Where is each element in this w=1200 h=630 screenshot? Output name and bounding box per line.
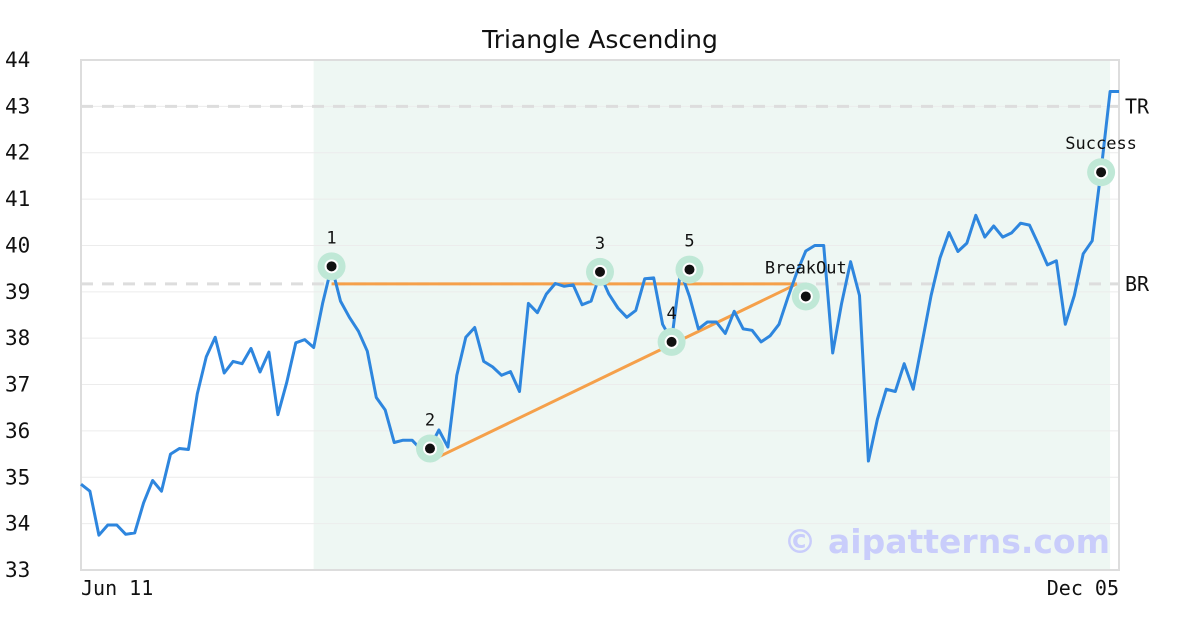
x-tick-label: Dec 05 — [1047, 576, 1119, 600]
y-tick-label: 33 — [5, 558, 30, 582]
y-tick-label: 39 — [5, 280, 30, 304]
y-tick-label: 40 — [5, 233, 30, 257]
pattern-markers: 1 2 3 4 5 BreakOut Success — [317, 134, 1137, 463]
marker-label: BreakOut — [765, 258, 847, 278]
level-label: BR — [1125, 272, 1150, 296]
pattern-marker: BreakOut — [765, 258, 847, 311]
y-tick-label: 36 — [5, 419, 30, 443]
marker-label: 5 — [684, 232, 694, 252]
y-tick-label: 37 — [5, 373, 30, 397]
level-label: TR — [1125, 94, 1150, 118]
marker-label: 1 — [326, 228, 336, 248]
x-tick-label: Jun 11 — [81, 576, 153, 600]
watermark: © aipatterns.com — [784, 522, 1110, 561]
marker-dot — [664, 334, 679, 349]
pattern-marker: 4 — [657, 304, 686, 356]
marker-label: Success — [1065, 134, 1137, 154]
pattern-marker: 1 — [317, 228, 346, 281]
marker-label: 4 — [666, 304, 676, 324]
marker-dot — [593, 264, 607, 279]
marker-dot — [798, 289, 813, 304]
pattern-marker: Success — [1065, 134, 1137, 187]
pattern-marker: 5 — [675, 232, 704, 284]
plot-zone — [313, 60, 1111, 570]
pattern-marker: 2 — [415, 411, 444, 463]
y-tick-label: 44 — [5, 48, 30, 72]
marker-dot — [1094, 165, 1109, 180]
level-lines: TR BR — [81, 94, 1150, 296]
y-tick-label: 38 — [5, 326, 30, 350]
y-tick-label: 42 — [5, 141, 30, 165]
marker-dot — [422, 441, 437, 456]
marker-label: 3 — [595, 234, 605, 254]
marker-dot — [324, 259, 339, 274]
y-tick-label: 43 — [5, 94, 30, 118]
y-tick-label: 35 — [5, 465, 30, 489]
y-axis-ticks: 33 34 35 36 37 38 39 40 41 42 43 44 — [5, 48, 30, 582]
pattern-marker: 3 — [586, 234, 614, 286]
plot-frame — [80, 59, 1120, 571]
marker-label: 2 — [425, 411, 435, 431]
chart-title: Triangle Ascending — [481, 25, 718, 54]
y-tick-label: 41 — [5, 187, 30, 211]
x-axis-ticks: Jun 11 Dec 05 — [81, 576, 1119, 600]
y-tick-label: 34 — [5, 512, 30, 536]
marker-dot — [682, 262, 697, 277]
